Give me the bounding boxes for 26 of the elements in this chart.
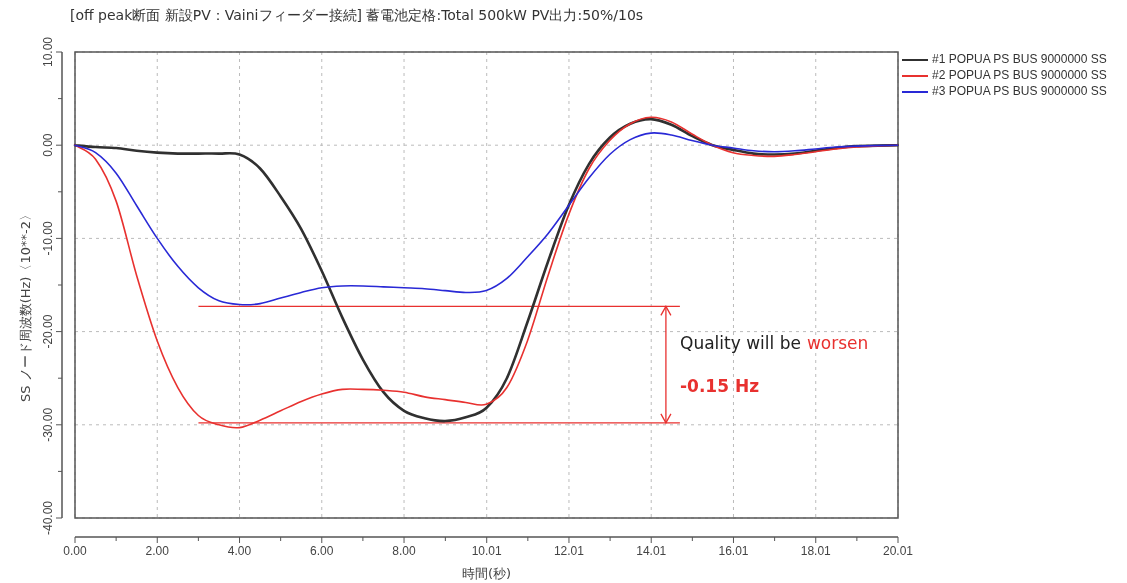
x-tick-label: 10.01 <box>471 544 503 558</box>
x-tick-label: 20.01 <box>882 544 914 558</box>
y-tick-label: 10.00 <box>41 36 55 68</box>
x-axis-title: 時間(秒) <box>461 566 512 581</box>
annotation: Quality will be <box>680 333 801 353</box>
y-tick-label: -40.00 <box>41 500 55 536</box>
x-tick-label: 6.00 <box>310 544 334 558</box>
x-tick-label: 12.01 <box>553 544 585 558</box>
y-tick-label: 0.00 <box>41 133 55 157</box>
y-tick-label: -30.00 <box>41 407 55 442</box>
x-tick-label: 18.01 <box>800 544 832 558</box>
legend-label: #2 POPUA PS BUS 9000000 SS <box>932 68 1108 82</box>
legend-label: #3 POPUA PS BUS 9000000 SS <box>932 84 1108 98</box>
annotation: -0.15 Hz <box>680 376 760 396</box>
y-tick-label: -20.00 <box>41 314 55 349</box>
y-axis-title: SS ノード周波数(Hz)〈10**-2〉 <box>18 208 33 402</box>
chart-title: [off peak断面 新設PV：Vainiフィーダー接続] 蓄電池定格:Total 500kW PV出力:50%/10s <box>70 7 644 23</box>
x-tick-label: 14.01 <box>636 544 667 558</box>
x-tick-label: 8.00 <box>392 544 417 558</box>
x-tick-label: 2.00 <box>145 544 170 558</box>
x-tick-label: 16.01 <box>718 544 749 558</box>
legend-label: #1 POPUA PS BUS 9000000 SS <box>932 52 1108 66</box>
annotation: worsen <box>806 333 869 353</box>
y-tick-label: -10.00 <box>41 221 55 256</box>
x-tick-label: 4.00 <box>227 544 252 558</box>
x-tick-label: 0.00 <box>63 544 87 558</box>
